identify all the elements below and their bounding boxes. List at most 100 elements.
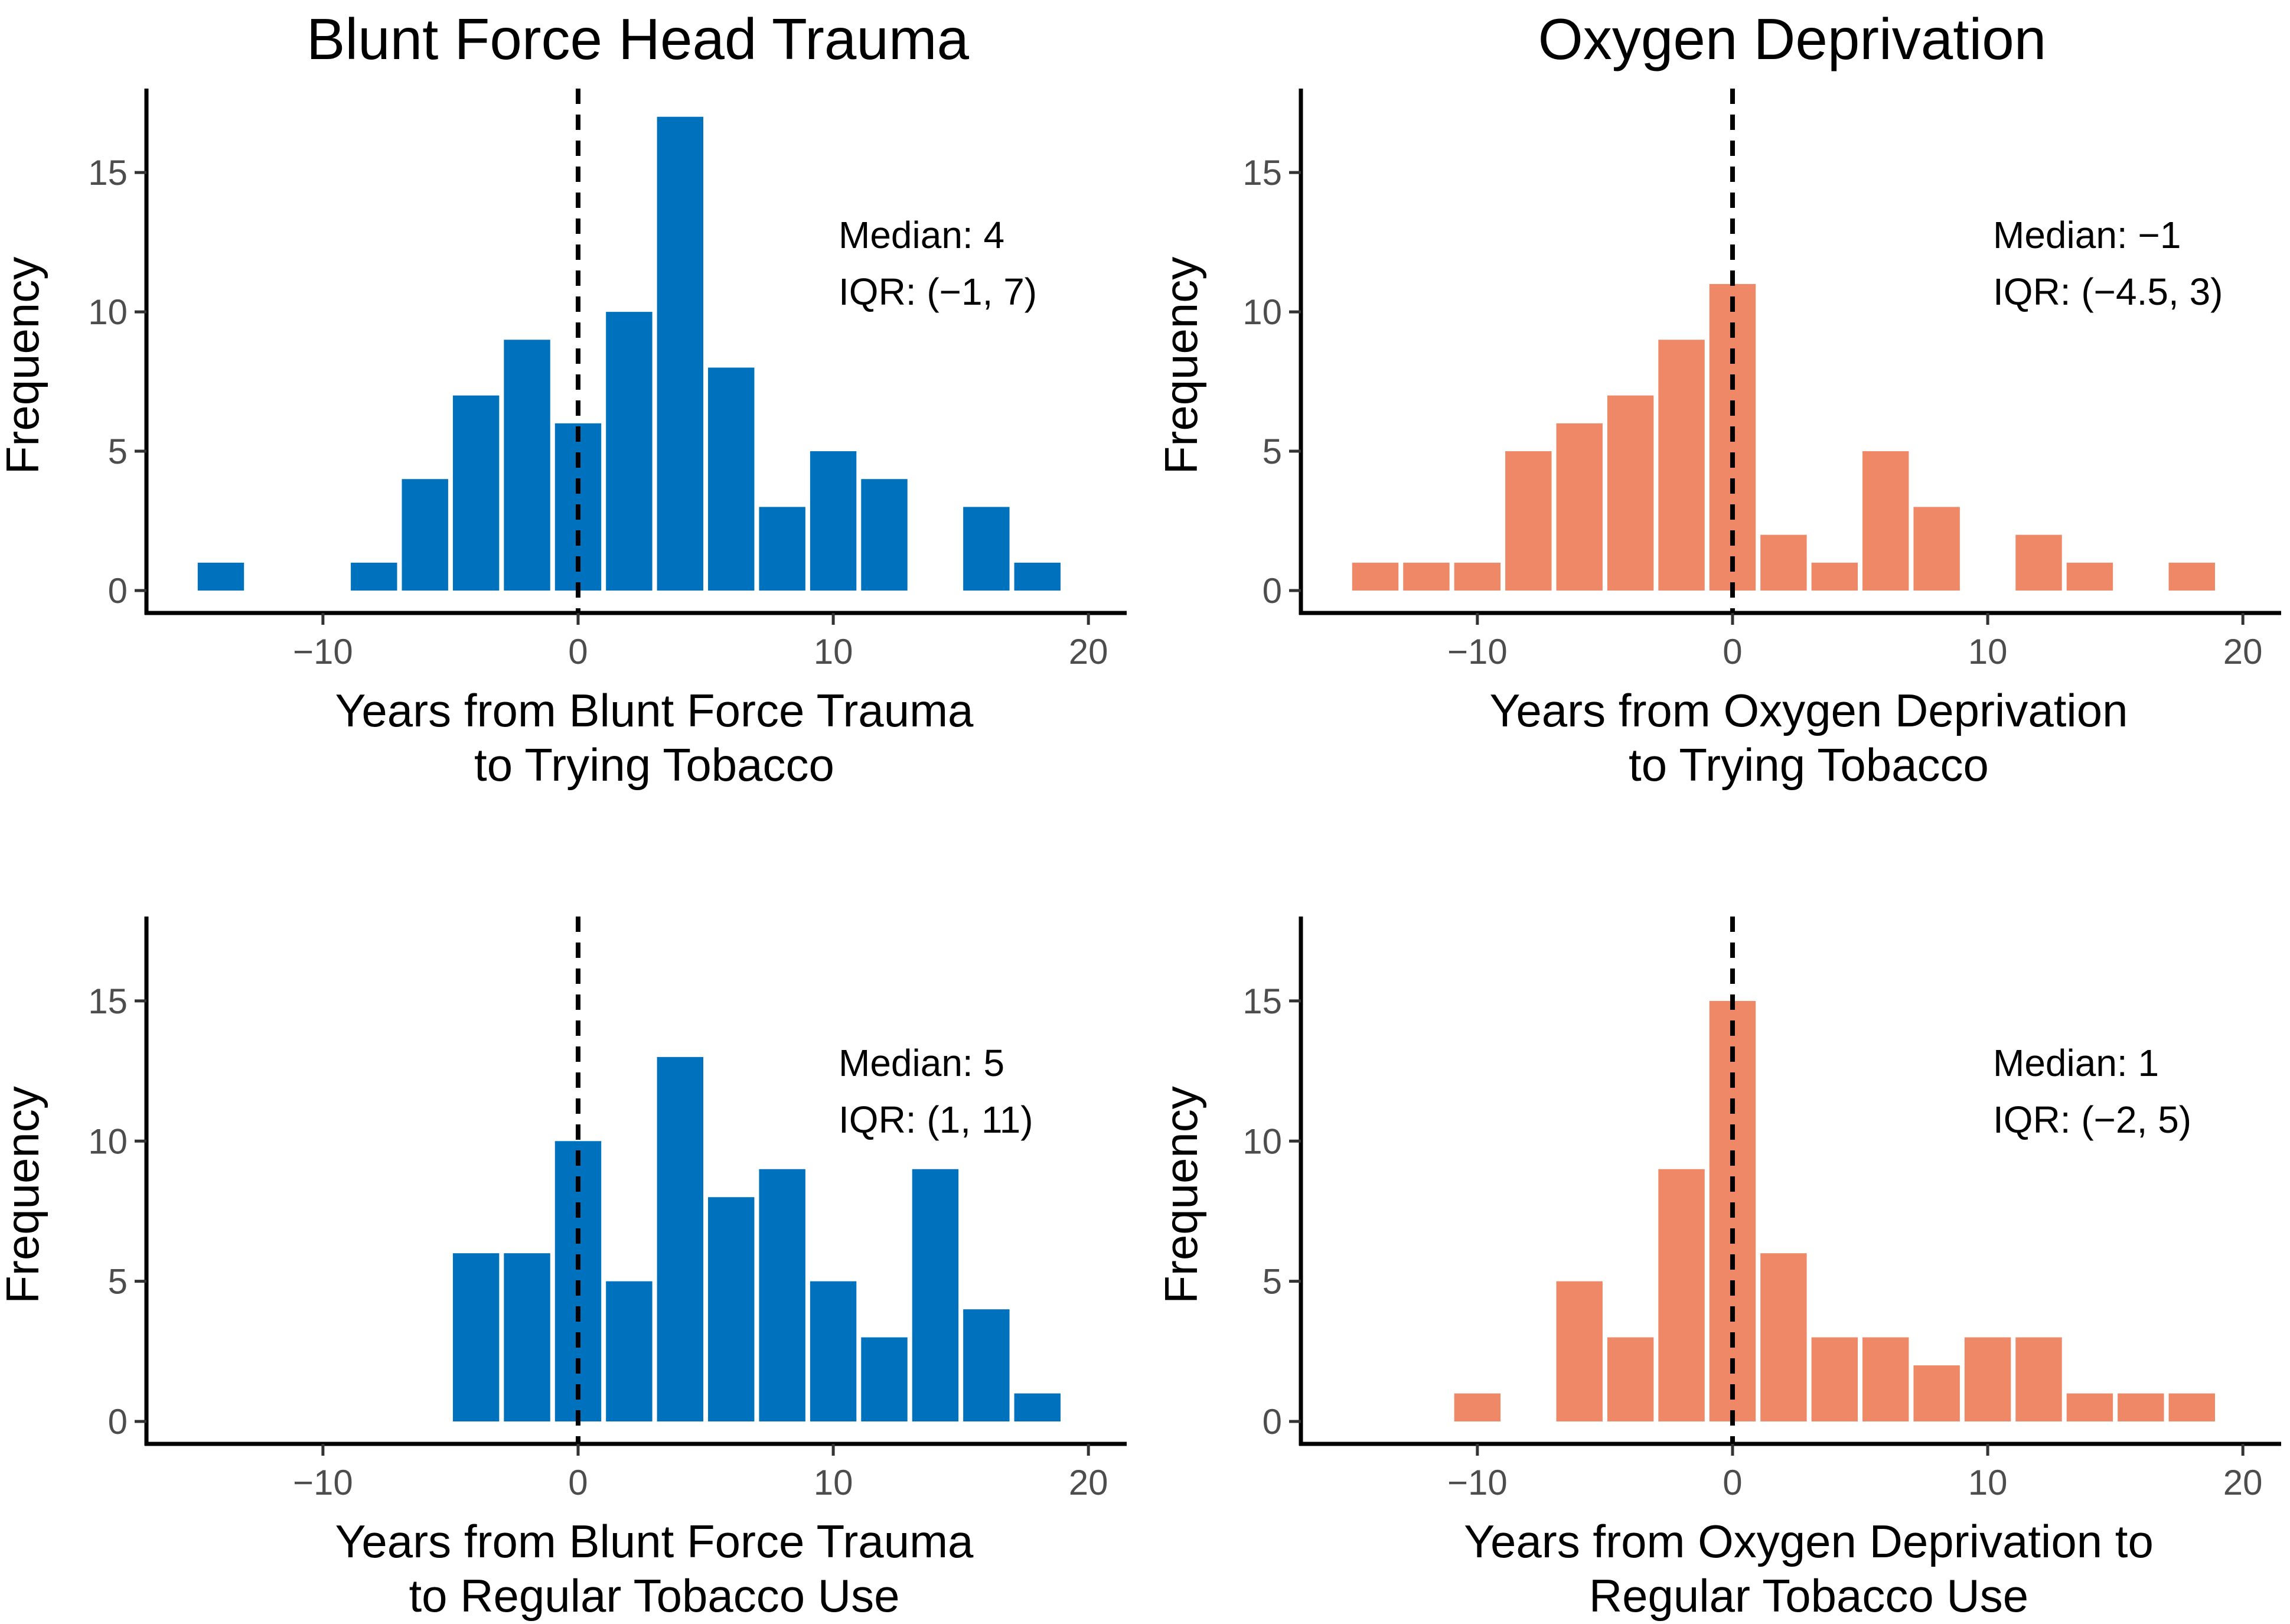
bar--6 (1556, 423, 1603, 591)
x-axis-label-line-1: Years from Oxygen Deprivation to (1464, 1515, 2154, 1567)
bar-16 (963, 1309, 1010, 1421)
x-axis-label-line-2: to Trying Tobacco (1629, 739, 1989, 791)
bar-18 (1014, 562, 1061, 591)
median-annotation: Median: 5 (839, 1042, 1004, 1084)
panel-2: 0 5 10 15 −10 0 10 20 Frequency Years from Oxygen… (1155, 89, 2281, 791)
bar-18 (2168, 1393, 2215, 1421)
y-axis-label: Frequency (1155, 1086, 1207, 1304)
bar-10 (810, 451, 857, 591)
bar--6 (1556, 1281, 1603, 1421)
panel-1: 0 5 10 15 −10 0 10 20 Frequency Years from Blunt … (0, 89, 1127, 791)
bar-6 (1862, 451, 1909, 591)
bar-6 (708, 367, 755, 591)
x-tick-label-10: 10 (814, 632, 853, 671)
y-tick-label-15: 15 (88, 153, 128, 193)
bar-12 (861, 479, 908, 591)
y-tick-label-15: 15 (1242, 981, 1282, 1021)
bar-2 (1760, 1253, 1807, 1421)
y-axis-label: Frequency (0, 1086, 48, 1304)
bar-14 (912, 1169, 959, 1421)
y-tick-label-10: 10 (88, 292, 128, 332)
bar-18 (2168, 562, 2215, 591)
y-tick-label-10: 10 (1242, 292, 1282, 332)
x-tick-label-20: 20 (1069, 632, 1108, 671)
iqr-annotation: IQR: (−4.5, 3) (1993, 270, 2223, 313)
title-oxygen-deprivation: Oxygen Deprivation (1538, 6, 2047, 71)
y-tick-label-5: 5 (108, 432, 128, 471)
x-tick-label--10: −10 (293, 1463, 353, 1502)
x-tick-label--10: −10 (293, 632, 353, 671)
bar-2 (606, 1281, 653, 1421)
median-annotation: Median: −1 (1993, 214, 2181, 256)
y-tick-label-5: 5 (1263, 1262, 1282, 1302)
panel-4: 0 5 10 15 −10 0 10 20 Frequency Years from Oxygen… (1155, 917, 2281, 1622)
y-tick-label-10: 10 (88, 1121, 128, 1161)
bar-10 (810, 1281, 857, 1421)
bar--10 (1454, 1393, 1501, 1421)
bar--12 (1403, 562, 1450, 591)
x-tick-label-10: 10 (1968, 632, 2008, 671)
x-axis-label-line-2: to Regular Tobacco Use (409, 1570, 899, 1622)
bar-14 (2066, 1393, 2113, 1421)
bar-14 (2066, 562, 2113, 591)
bar--8 (351, 562, 397, 591)
x-tick-label-0: 0 (1723, 1463, 1742, 1502)
title-blunt-force: Blunt Force Head Trauma (306, 6, 970, 71)
x-axis-label-line-1: Years from Blunt Force Trauma (335, 1515, 974, 1567)
bar-12 (861, 1337, 908, 1421)
bar--4 (452, 395, 500, 591)
bar-4 (1811, 1337, 1858, 1421)
x-tick-label--10: −10 (1447, 1463, 1508, 1502)
x-tick-label-10: 10 (814, 1463, 853, 1502)
bar--2 (504, 1253, 550, 1421)
x-axis-label-line-1: Years from Blunt Force Trauma (335, 684, 974, 736)
bar--10 (1454, 562, 1501, 591)
bar--2 (1658, 340, 1705, 591)
bar--4 (1607, 1337, 1654, 1421)
x-tick-label-0: 0 (568, 632, 588, 671)
iqr-annotation: IQR: (−1, 7) (839, 270, 1037, 313)
bar-4 (657, 116, 704, 591)
x-tick-label-0: 0 (1723, 632, 1742, 671)
x-axis-label-line-1: Years from Oxygen Deprivation (1490, 684, 2128, 736)
y-tick-label-0: 0 (108, 571, 128, 611)
y-tick-label-0: 0 (1263, 1402, 1282, 1442)
bar--14 (1352, 562, 1399, 591)
y-axis-label: Frequency (1155, 257, 1207, 475)
y-tick-label-0: 0 (108, 1402, 128, 1442)
bar-2 (1760, 534, 1807, 591)
iqr-annotation: IQR: (−2, 5) (1993, 1098, 2191, 1141)
bar--2 (504, 340, 550, 591)
y-tick-label-10: 10 (1242, 1121, 1282, 1161)
bar--4 (452, 1253, 500, 1421)
bar-8 (759, 1169, 805, 1421)
bar-16 (2118, 1393, 2164, 1421)
bar-10 (1964, 1337, 2011, 1421)
x-axis-label-line-2: to Trying Tobacco (474, 739, 834, 791)
bar-8 (759, 507, 805, 591)
x-tick-label--10: −10 (1447, 632, 1508, 671)
bar--6 (402, 479, 448, 591)
bar-12 (2015, 534, 2062, 591)
x-tick-label-20: 20 (2223, 632, 2263, 671)
x-tick-label-0: 0 (568, 1463, 588, 1502)
bar-2 (606, 312, 653, 591)
bar--14 (197, 562, 244, 591)
y-axis-label: Frequency (0, 257, 48, 475)
bar--2 (1658, 1169, 1705, 1421)
y-tick-label-15: 15 (1242, 153, 1282, 193)
bar--4 (1607, 395, 1654, 591)
iqr-annotation: IQR: (1, 11) (839, 1098, 1033, 1141)
bar--8 (1505, 451, 1552, 591)
median-annotation: Median: 4 (839, 214, 1004, 256)
x-tick-label-20: 20 (1069, 1463, 1108, 1502)
bar-18 (1014, 1393, 1061, 1421)
y-tick-label-5: 5 (1263, 432, 1282, 471)
x-axis-label-line-2: Regular Tobacco Use (1589, 1570, 2028, 1622)
x-tick-label-10: 10 (1968, 1463, 2008, 1502)
bar-8 (1913, 1365, 1960, 1421)
y-tick-label-15: 15 (88, 981, 128, 1021)
bar-16 (963, 507, 1010, 591)
bar-4 (1811, 562, 1858, 591)
